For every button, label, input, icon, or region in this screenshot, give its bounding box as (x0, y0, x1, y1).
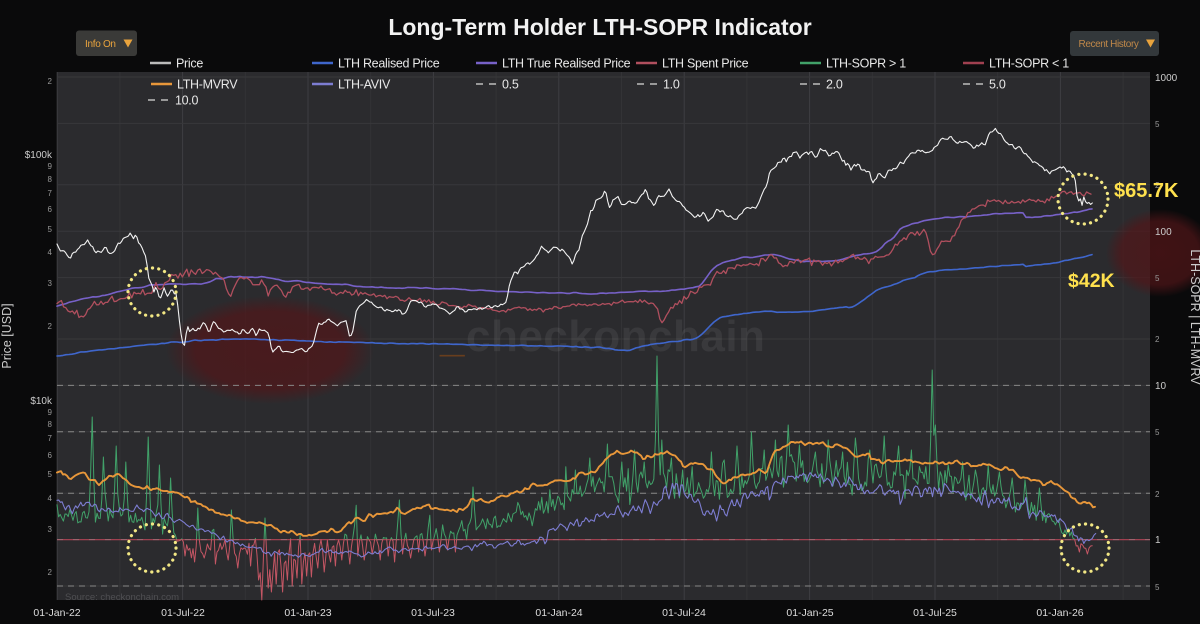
svg-text:_: _ (439, 312, 465, 361)
svg-text:100: 100 (1155, 227, 1172, 238)
svg-text:1000: 1000 (1155, 73, 1178, 84)
svg-text:LTH Spent Price: LTH Spent Price (662, 57, 749, 71)
svg-text:$65.7K: $65.7K (1114, 180, 1179, 202)
svg-text:01-Jul-23: 01-Jul-23 (411, 607, 455, 619)
svg-text:8: 8 (48, 175, 53, 184)
svg-text:01-Jul-24: 01-Jul-24 (662, 607, 706, 619)
svg-text:2: 2 (1155, 490, 1160, 499)
svg-text:LTH-SOPR > 1: LTH-SOPR > 1 (826, 57, 906, 71)
svg-text:01-Jul-25: 01-Jul-25 (913, 607, 957, 619)
svg-text:01-Jan-25: 01-Jan-25 (786, 607, 833, 619)
svg-text:Long-Term Holder LTH-SOPR Indi: Long-Term Holder LTH-SOPR Indicator (388, 14, 811, 40)
svg-text:2.0: 2.0 (826, 78, 843, 92)
svg-text:7: 7 (48, 189, 53, 198)
svg-text:LTH-AVIV: LTH-AVIV (338, 78, 391, 92)
svg-text:2: 2 (48, 77, 53, 86)
svg-text:Price [USD]: Price [USD] (0, 303, 14, 368)
svg-text:3: 3 (48, 279, 53, 288)
svg-text:LTH Realised Price: LTH Realised Price (338, 57, 440, 71)
svg-text:6: 6 (48, 205, 53, 214)
svg-text:01-Jan-23: 01-Jan-23 (284, 607, 331, 619)
svg-text:0.5: 0.5 (502, 78, 519, 92)
svg-text:01-Jan-24: 01-Jan-24 (535, 607, 582, 619)
svg-text:LTH-SOPR < 1: LTH-SOPR < 1 (989, 57, 1069, 71)
svg-text:6: 6 (48, 451, 53, 460)
svg-text:1.0: 1.0 (663, 78, 680, 92)
svg-text:9: 9 (48, 408, 53, 417)
svg-text:Price: Price (176, 57, 203, 71)
svg-text:01-Jan-22: 01-Jan-22 (33, 607, 80, 619)
svg-text:7: 7 (48, 434, 53, 443)
svg-text:Info On: Info On (85, 39, 116, 50)
svg-text:$42K: $42K (1068, 270, 1115, 292)
svg-text:10.0: 10.0 (175, 94, 198, 108)
svg-text:9: 9 (48, 162, 53, 171)
svg-text:LTH-SOPR | LTH-MVRV: LTH-SOPR | LTH-MVRV (1188, 249, 1200, 385)
svg-text:5.0: 5.0 (989, 78, 1006, 92)
svg-text:LTH True Realised Price: LTH True Realised Price (502, 57, 631, 71)
svg-text:01-Jan-26: 01-Jan-26 (1036, 607, 1083, 619)
svg-text:5: 5 (1155, 274, 1160, 283)
svg-text:$10k: $10k (30, 396, 53, 407)
svg-text:2: 2 (48, 322, 53, 331)
svg-text:LTH-MVRV: LTH-MVRV (177, 78, 238, 92)
svg-text:10: 10 (1155, 381, 1167, 392)
svg-text:5: 5 (48, 225, 53, 234)
svg-text:5: 5 (1155, 428, 1160, 437)
svg-text:01-Jul-22: 01-Jul-22 (161, 607, 205, 619)
svg-text:2: 2 (1155, 335, 1160, 344)
svg-text:Recent History: Recent History (1079, 39, 1139, 50)
svg-text:1: 1 (1155, 535, 1161, 546)
svg-text:checkonchain: checkonchain (466, 312, 765, 361)
svg-text:$100k: $100k (25, 150, 53, 161)
svg-text:3: 3 (48, 525, 53, 534)
svg-text:4: 4 (48, 248, 53, 257)
svg-text:5: 5 (1155, 583, 1160, 592)
svg-text:4: 4 (48, 494, 53, 503)
svg-text:2: 2 (48, 568, 53, 577)
svg-text:5: 5 (48, 470, 53, 479)
svg-text:8: 8 (48, 420, 53, 429)
svg-text:Source: checkonchain.com: Source: checkonchain.com (65, 592, 179, 603)
svg-text:5: 5 (1155, 120, 1160, 129)
svg-text:2: 2 (1155, 181, 1160, 190)
